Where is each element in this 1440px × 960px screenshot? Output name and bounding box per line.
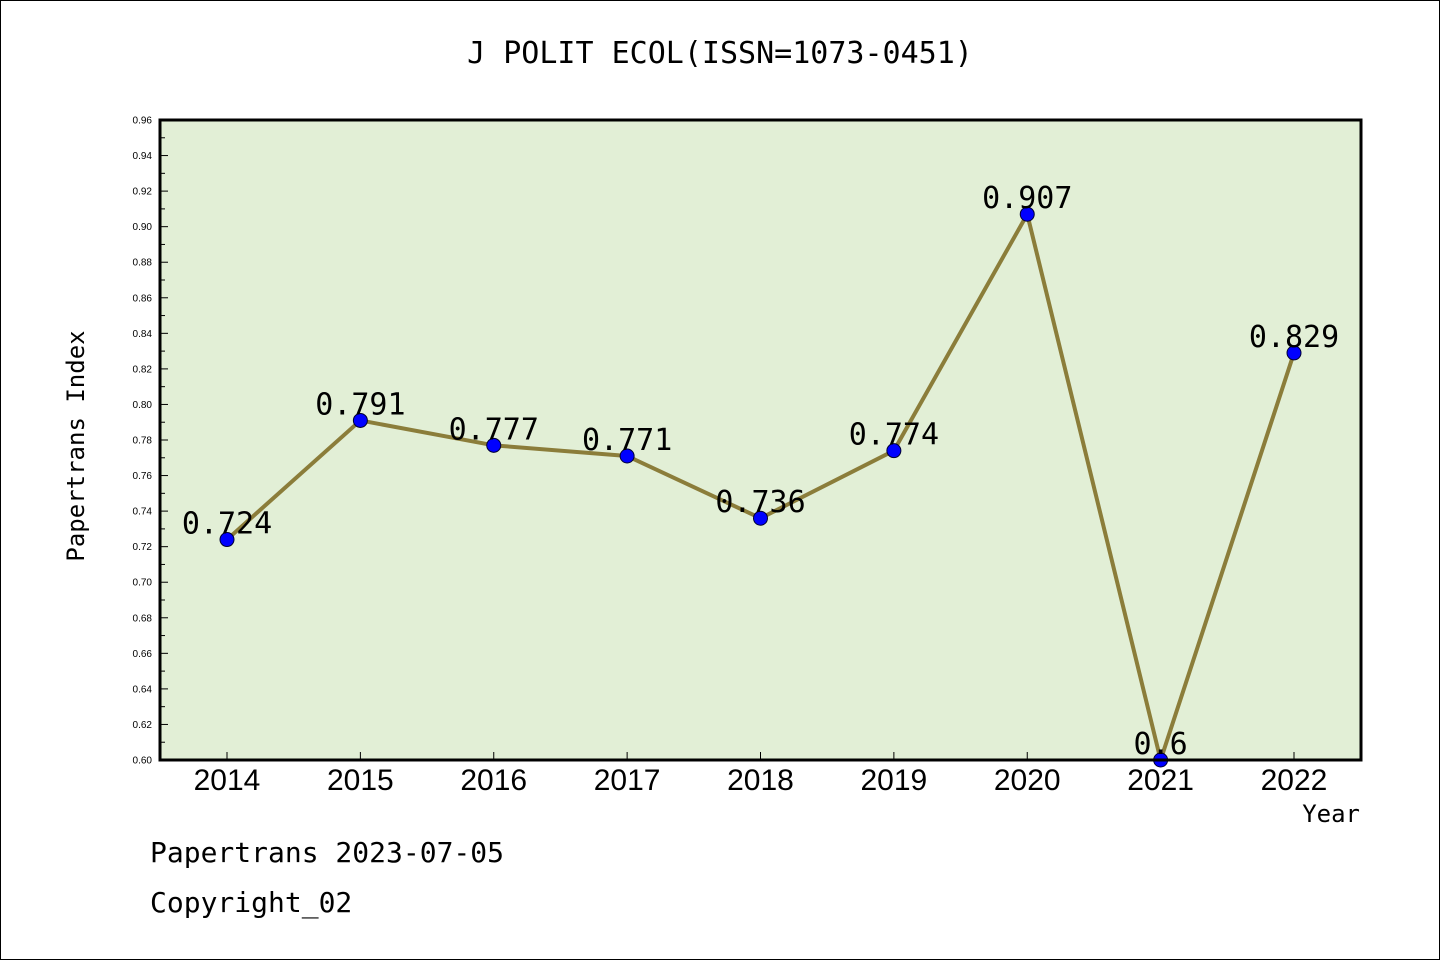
x-axis-label: Year [1302,800,1360,828]
y-tick-label: 0.68 [133,613,153,624]
y-tick-label: 0.94 [133,151,153,162]
data-point [619,448,635,464]
data-label: 0.791 [315,387,405,422]
x-tick-label: 2015 [327,764,394,797]
y-axis-ticks: 0.60 0.62 0.64 0.66 0.68 0.70 0.72 0.74 0.76 0.78… [133,116,168,767]
y-tick-label: 0.66 [133,649,153,660]
data-label: 0.907 [982,181,1072,216]
y-tick-label: 0.90 [133,222,153,233]
y-tick-label: 0.78 [133,436,153,447]
footer-copyright: Copyright_02 [150,886,353,919]
data-point [753,510,768,526]
x-tick-label: 2016 [460,764,527,797]
y-tick-label: 0.74 [133,507,153,518]
y-tick-label: 0.84 [133,329,153,340]
x-tick-label: 2014 [194,764,261,797]
x-tick-label: 2021 [1127,764,1194,797]
x-tick-label: 2017 [594,764,661,797]
y-tick-label: 0.86 [133,293,153,304]
plot-border [158,118,1363,762]
footer-date: Papertrans 2023-07-05 [150,836,505,869]
data-label: 0.829 [1249,320,1339,355]
y-tick-label: 0.60 [133,756,153,767]
y-tick-label: 0.80 [133,400,153,411]
x-tick-label: 2019 [861,764,928,797]
x-tick-label: 2020 [994,764,1061,797]
y-tick-label: 0.92 [133,187,153,198]
data-point [886,443,902,459]
y-tick-label: 0.62 [133,720,153,731]
y-tick-label: 0.88 [133,258,153,269]
y-tick-label: 0.72 [133,542,153,553]
data-label: 0.724 [182,507,272,542]
y-tick-label: 0.96 [133,116,153,127]
data-point [1019,206,1035,222]
data-point [352,412,368,428]
data-label: 0.771 [582,423,672,458]
chart-title: J POLIT ECOL(ISSN=1073-0451) [467,36,973,71]
y-tick-label: 0.64 [133,684,153,695]
data-label: 0.777 [449,412,539,447]
y-tick-label: 0.70 [133,578,153,589]
data-point [1286,345,1302,361]
y-tick-label: 0.76 [133,471,153,482]
y-tick-label: 0.82 [133,364,153,375]
plot-area [160,120,1361,760]
data-label: 0.774 [849,418,939,453]
data-labels: 0.724 0.791 0.777 0.771 0.736 0.774 0.907 0.6 0.… [182,181,1339,762]
x-tick-label: 2022 [1261,764,1328,797]
data-point [219,532,235,548]
x-axis-ticks: 2014 2015 2016 2017 2018 2019 2020 2021 2022 [194,752,1328,797]
data-point [486,437,502,453]
data-label: 0.736 [715,485,805,520]
x-tick-label: 2018 [727,764,794,797]
data-label: 0.6 [1134,727,1188,762]
